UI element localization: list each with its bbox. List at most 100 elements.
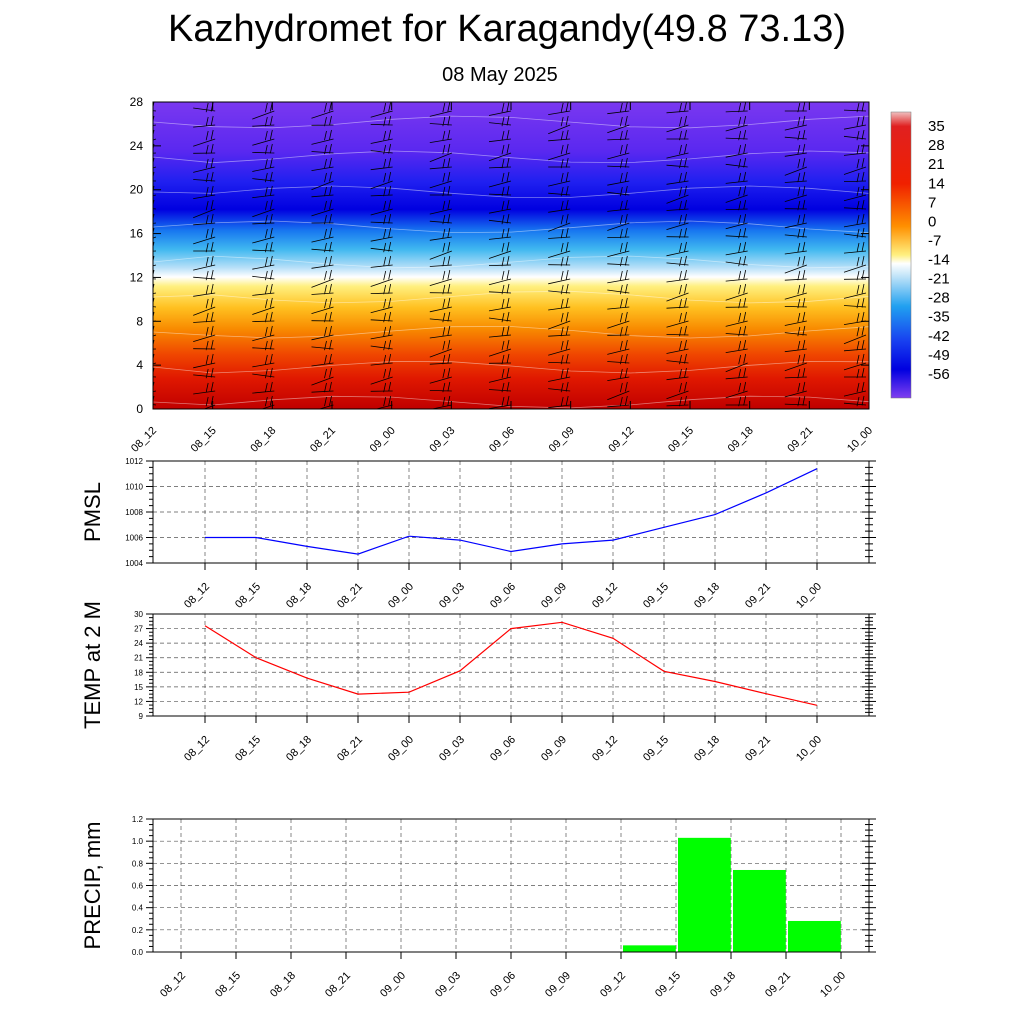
- x-tick-label: 08_21: [335, 581, 365, 611]
- wind-barb: [193, 325, 216, 342]
- x-tick-label: 09_21: [785, 425, 815, 455]
- x-tick-label: 09_18: [692, 734, 722, 764]
- x-tick-label: 09_00: [378, 970, 408, 1000]
- wind-barb: [843, 115, 867, 130]
- wind-barb: [666, 311, 689, 328]
- wind-barb: [666, 339, 689, 354]
- wind-barb: [252, 297, 275, 315]
- x-tick-label: 08_15: [189, 425, 219, 455]
- wind-barb: [370, 269, 393, 287]
- x-tick-label: 10_00: [794, 581, 824, 611]
- wind-barb: [488, 213, 512, 225]
- x-tick-label: 09_00: [386, 581, 416, 611]
- wind-barb: [784, 255, 807, 274]
- wind-barb: [725, 185, 748, 203]
- wind-barb: [311, 143, 334, 155]
- wind-barb: [370, 367, 393, 385]
- wind-barb: [429, 255, 452, 267]
- wind-barb: [548, 171, 571, 187]
- wind-barb: [153, 311, 157, 322]
- y-tick-label: 24: [130, 139, 144, 153]
- wind-barb: [370, 227, 393, 242]
- wind-barb: [193, 241, 216, 253]
- x-tick-label: 09_09: [539, 581, 569, 611]
- y-tick-label: 1008: [125, 508, 143, 517]
- x-tick-label: 09_09: [539, 734, 569, 764]
- wind-barb: [429, 129, 452, 143]
- wind-barb: [666, 283, 689, 302]
- x-tick-label: 08_21: [335, 734, 365, 764]
- wind-barb: [725, 353, 748, 373]
- wind-barb: [784, 115, 807, 131]
- x-tick-label: 09_03: [427, 425, 457, 455]
- wind-barb: [311, 102, 334, 119]
- y-tick-label: 9: [139, 712, 144, 721]
- wind-barb: [548, 185, 571, 197]
- wind-barb: [153, 213, 157, 224]
- x-tick-label: 08_21: [323, 970, 353, 1000]
- wind-barb: [725, 255, 748, 267]
- wind-barb: [193, 353, 216, 369]
- y-tick-label: 4: [136, 358, 143, 372]
- wind-barb: [607, 353, 630, 365]
- precip-bar: [623, 945, 676, 952]
- wind-barb: [311, 297, 334, 314]
- colorbar-label: -35: [928, 309, 950, 326]
- wind-barb: [607, 269, 630, 284]
- wind-barb: [725, 171, 748, 184]
- x-tick-label: 09_09: [547, 425, 577, 455]
- wind-barb: [784, 157, 807, 176]
- wind-barb: [252, 381, 275, 394]
- wind-barb: [488, 102, 512, 116]
- chart-subtitle: 08 May 2025: [442, 64, 558, 86]
- x-tick-label: 09_21: [743, 581, 773, 611]
- wind-barb: [548, 241, 571, 258]
- wind-barb: [666, 129, 689, 141]
- wind-barb: [784, 199, 807, 211]
- wind-barb: [311, 227, 334, 243]
- wind-barb: [843, 325, 867, 345]
- x-tick-label: 09_21: [763, 970, 793, 1000]
- wind-barb: [607, 381, 630, 401]
- wind-barb: [311, 157, 334, 171]
- wind-barb: [607, 339, 630, 355]
- y-tick-label: 0.4: [132, 904, 144, 913]
- wind-barb: [153, 199, 157, 210]
- wind-barb: [429, 283, 452, 295]
- x-tick-label: 08_12: [182, 734, 212, 764]
- wind-barb: [607, 227, 630, 239]
- wind-barb: [311, 381, 334, 393]
- x-tick-label: 09_15: [641, 581, 671, 611]
- y-tick-label: 28: [130, 95, 144, 109]
- wind-barb: [666, 297, 689, 309]
- x-tick-label: 09_00: [386, 734, 416, 764]
- wind-barb: [203, 395, 216, 409]
- wind-barb: [370, 102, 393, 118]
- wind-barb: [488, 395, 512, 409]
- wind-barb: [153, 367, 157, 378]
- wind-barb: [311, 325, 334, 341]
- wind-barb: [252, 269, 275, 281]
- wind-barb: [252, 199, 275, 218]
- wind-barb: [548, 283, 571, 295]
- x-tick-label: 09_00: [368, 425, 398, 455]
- wind-barb: [607, 311, 630, 329]
- wind-barb: [548, 381, 571, 393]
- wind-barb: [784, 283, 807, 300]
- wind-barb: [252, 325, 275, 342]
- wind-barb: [725, 297, 748, 309]
- heatmap-field: [153, 102, 869, 409]
- wind-barb: [607, 199, 630, 212]
- x-tick-label: 08_12: [129, 425, 159, 455]
- wind-barb: [370, 353, 393, 366]
- wind-barb: [193, 297, 216, 316]
- wind-barb: [666, 185, 689, 204]
- wind-barb: [725, 102, 748, 113]
- wind-barb: [153, 227, 157, 239]
- wind-barb: [370, 171, 393, 190]
- y-tick-label: 27: [134, 625, 143, 634]
- wind-barb: [370, 381, 393, 393]
- x-tick-label: 08_15: [213, 970, 243, 1000]
- wind-barb: [843, 381, 867, 397]
- wind-barb: [193, 129, 216, 147]
